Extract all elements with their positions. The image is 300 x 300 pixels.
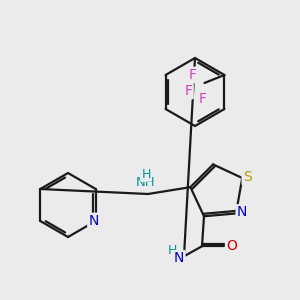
Text: F: F — [198, 92, 206, 106]
Text: NH: NH — [136, 176, 156, 188]
Text: N: N — [174, 251, 184, 265]
Text: F: F — [184, 84, 192, 98]
Text: O: O — [226, 239, 237, 253]
Text: H: H — [167, 244, 177, 257]
Text: N: N — [237, 206, 247, 219]
Text: F: F — [188, 68, 196, 82]
Text: H: H — [141, 167, 151, 181]
Text: S: S — [243, 170, 252, 184]
Text: N: N — [88, 214, 99, 228]
